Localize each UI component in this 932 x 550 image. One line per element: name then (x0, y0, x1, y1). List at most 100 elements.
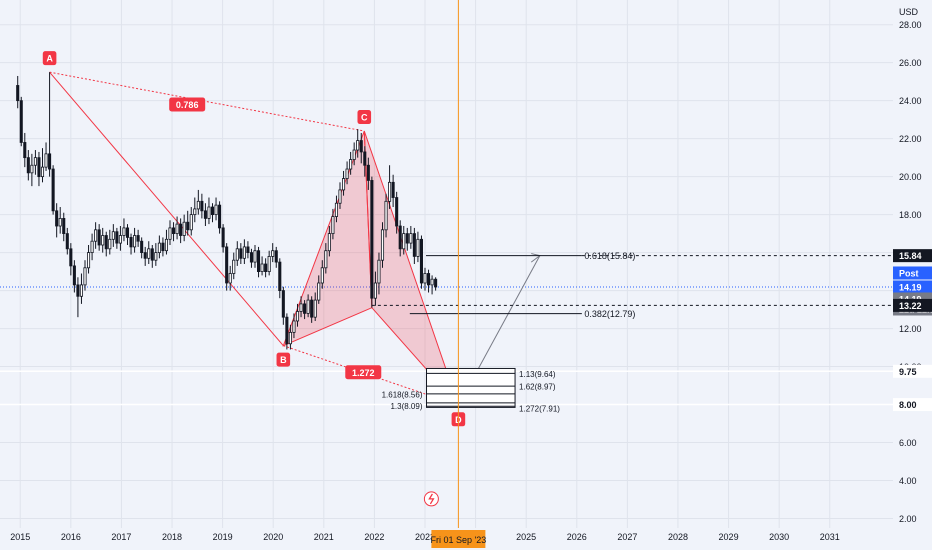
candle-body (83, 267, 87, 286)
candle (108, 229, 112, 255)
candle (179, 218, 183, 244)
price-tick-label: 6.00 (899, 438, 917, 448)
candles (16, 72, 438, 350)
lightning-icon[interactable] (423, 491, 439, 507)
ratio-label-0786[interactable]: 0.786 (169, 97, 206, 112)
ratio-label-1272[interactable]: 1.272 (345, 365, 382, 380)
price-tick-label: 28.00 (899, 20, 922, 30)
candle-body (143, 252, 147, 259)
point-label-a-bg (42, 51, 57, 66)
price-tick-label: 22.00 (899, 134, 922, 144)
candle (288, 324, 292, 350)
prz-label: 1.272(7.91) (519, 404, 560, 413)
price-badge[interactable]: 15.84 (893, 249, 932, 263)
price-badge[interactable]: Post (893, 266, 932, 280)
pattern-leg-ac[interactable] (49, 71, 365, 132)
candle-body (310, 299, 314, 318)
candle (104, 231, 108, 257)
candle-body (94, 229, 98, 242)
candle (76, 277, 80, 318)
candle-body (76, 284, 80, 297)
candle (299, 296, 303, 318)
candle-body (235, 248, 239, 261)
time-tick-label: 2027 (617, 532, 637, 542)
candle (249, 248, 253, 268)
candle (175, 216, 179, 240)
price-badge-bg (893, 398, 932, 412)
candle-body (331, 216, 335, 235)
candle-body (104, 235, 108, 250)
point-label-c[interactable]: C (357, 110, 372, 125)
candle-body (356, 140, 360, 151)
price-badge-text: 13.22 (899, 301, 922, 311)
candle-body (161, 242, 165, 252)
point-label-b[interactable]: B (276, 352, 291, 367)
candle-body (37, 157, 41, 178)
candle-body (175, 223, 179, 235)
candle (69, 243, 73, 276)
candle-body (30, 164, 34, 174)
candle-body (352, 149, 356, 160)
prz-label: 1.13(9.64) (519, 370, 556, 379)
candle-body (349, 159, 353, 170)
candle-body (239, 248, 243, 259)
time-axis[interactable]: 2015201620172018201920202021202220232024… (10, 530, 840, 548)
candle-body (327, 233, 331, 252)
candle-body (363, 151, 367, 166)
candle (118, 226, 122, 251)
candle (419, 235, 423, 289)
prz-box[interactable] (426, 367, 516, 408)
candle-body (295, 311, 300, 322)
candle-body (179, 223, 183, 236)
point-label-a-text: A (46, 54, 53, 64)
price-badge-bg (893, 298, 932, 312)
candle-body (281, 290, 285, 318)
harmonic-pattern[interactable] (49, 71, 459, 406)
candle-body (125, 227, 130, 238)
prz-label: 1.62(8.97) (519, 383, 556, 392)
price-tick-label: 26.00 (899, 58, 922, 68)
candle-body (90, 240, 94, 254)
pattern-triangle-cd[interactable] (363, 130, 459, 406)
candle (363, 146, 367, 177)
candle (203, 203, 207, 227)
candle (48, 72, 52, 177)
time-tick-label: 2026 (567, 532, 587, 542)
price-badge[interactable]: 14.19 (893, 280, 932, 294)
candle-body (320, 267, 324, 284)
candle-body (118, 235, 122, 244)
fib-targets[interactable]: 0.618(15.84) 0.382(12.79) 1.13(9.64) 1.62(8… (371, 251, 893, 413)
candle (189, 207, 193, 236)
candle (196, 189, 200, 215)
candle-body (242, 246, 246, 259)
price-axis[interactable]: 28.0026.0024.0022.0020.0018.0016.0014.00… (893, 0, 932, 550)
lightning-icon-bolt (428, 493, 435, 505)
price-badge[interactable]: 13.22 (893, 298, 932, 312)
candle (239, 243, 243, 264)
price-badge[interactable]: 9.75 (893, 364, 932, 378)
candle-body (129, 237, 133, 248)
candle (186, 210, 190, 236)
candle-body (366, 164, 370, 181)
price-tick-label: 2.00 (899, 514, 917, 524)
candle-body (196, 200, 200, 210)
time-tick-label: 2031 (820, 532, 840, 542)
price-badge[interactable]: 8.00 (893, 398, 932, 412)
time-tick-label: 2022 (364, 532, 384, 542)
cursor-date-badge[interactable]: Fri 01 Sep '23 (431, 530, 487, 548)
pattern-leg-ab[interactable] (49, 71, 284, 346)
candle-body (186, 221, 190, 231)
candle (430, 275, 434, 295)
candle (51, 165, 55, 215)
candle (313, 292, 317, 321)
candle-body (203, 210, 207, 219)
point-label-a[interactable]: A (42, 51, 57, 66)
candle (405, 227, 409, 251)
candle (388, 165, 392, 209)
candle-body (58, 218, 62, 227)
candle (285, 313, 289, 350)
cursor-date-text: Fri 01 Sep '23 (431, 535, 487, 545)
candle-body (23, 142, 27, 159)
